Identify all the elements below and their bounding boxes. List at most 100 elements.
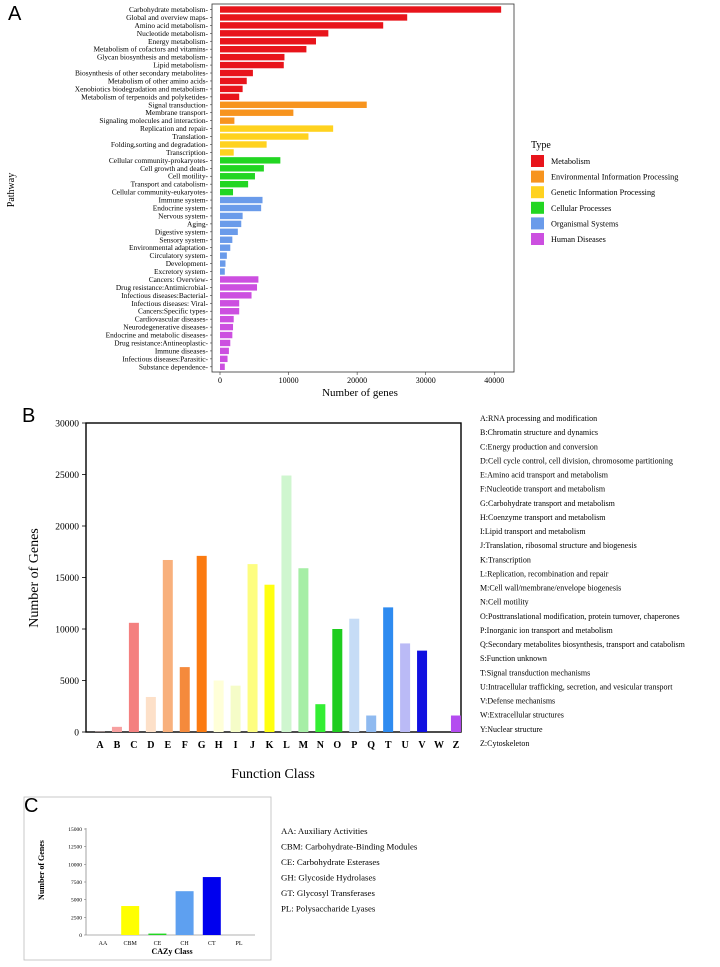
pathway-label: Circulatory system- bbox=[150, 251, 209, 260]
legend-entry: B:Chromatin structure and dynamics bbox=[480, 428, 598, 437]
panel-a-xlabel: Number of genes bbox=[322, 387, 398, 399]
pathway-label: Nucleotide metabolism- bbox=[137, 29, 209, 38]
pathway-bar bbox=[220, 204, 262, 212]
cog-bar bbox=[315, 704, 326, 732]
pathway-bar bbox=[220, 53, 285, 61]
pathway-label: Transport and catabolism- bbox=[131, 180, 209, 189]
panel-a-ylabel: Pathway bbox=[6, 173, 17, 207]
legend-entry: Q:Secondary metabolites biosynthesis, tr… bbox=[480, 640, 686, 649]
pathway-label: Aging- bbox=[187, 219, 208, 228]
legend-entry: AA: Auxiliary Activities bbox=[281, 826, 368, 836]
legend-label: Genetic Information Processing bbox=[551, 188, 655, 197]
x-tick-label: U bbox=[401, 740, 408, 751]
pathway-bar bbox=[220, 212, 243, 220]
pathway-label: Signaling molecules and interaction- bbox=[99, 116, 208, 125]
y-tick-label: 12500 bbox=[68, 845, 82, 851]
cog-bar bbox=[298, 568, 309, 732]
pathway-bar bbox=[220, 38, 316, 45]
pathway-label: Glycan biosynthesis and metabolism- bbox=[97, 53, 209, 62]
x-tick-label: O bbox=[333, 740, 341, 751]
cog-bar bbox=[213, 680, 224, 732]
pathway-label: Cardiovascular diseases- bbox=[135, 315, 209, 324]
pathway-label: Substance dependence- bbox=[139, 362, 209, 371]
x-tick-label: 30000 bbox=[416, 376, 436, 385]
legend-label: Environmental Information Processing bbox=[551, 173, 678, 182]
pathway-bar bbox=[220, 331, 233, 339]
x-tick-label: C bbox=[130, 740, 137, 751]
panel-c: C Number of Genes CAZy Class 0 2500 5000 75… bbox=[23, 795, 418, 961]
panel-c-legend: AA: Auxiliary Activities CBM: Carbohydrat… bbox=[281, 826, 418, 914]
pathway-bar bbox=[220, 61, 284, 69]
panel-a-label: A bbox=[8, 3, 22, 25]
pathway-bar bbox=[220, 220, 242, 228]
legend-swatch bbox=[531, 201, 544, 214]
pathway-label: Energy metabolism- bbox=[148, 37, 209, 46]
pathway-bar bbox=[220, 228, 238, 236]
y-tick-label: 10000 bbox=[68, 862, 82, 868]
pathway-label: Excretory system- bbox=[154, 267, 209, 276]
cazy-bar bbox=[121, 906, 140, 935]
x-tick-label: T bbox=[385, 740, 392, 751]
pathway-label: Lipid metabolism- bbox=[153, 61, 208, 70]
legend-label: Metabolism bbox=[551, 157, 591, 166]
x-tick-label: J bbox=[250, 740, 255, 751]
pathway-bar bbox=[220, 109, 294, 116]
cog-bar bbox=[450, 715, 461, 732]
cog-bar bbox=[145, 696, 156, 732]
x-tick-label: V bbox=[418, 740, 426, 751]
legend-label: Organismal Systems bbox=[551, 219, 618, 228]
cazy-bar bbox=[202, 877, 221, 935]
pathway-bar bbox=[220, 284, 258, 291]
cazy-bar bbox=[148, 933, 167, 935]
legend-entry: I:Lipid transport and metabolism bbox=[480, 527, 586, 536]
x-tick-label: I bbox=[234, 740, 238, 751]
legend-entry: M:Cell wall/membrane/envelope biogenesis bbox=[480, 584, 621, 593]
pathway-bar bbox=[220, 157, 281, 164]
pathway-bar bbox=[220, 339, 231, 347]
legend-swatch bbox=[531, 217, 544, 230]
x-tick-label: 40000 bbox=[484, 376, 504, 385]
panel-b-label: B bbox=[22, 405, 35, 427]
x-tick-label: N bbox=[317, 740, 325, 751]
pathway-bar bbox=[220, 85, 243, 93]
panel-b-ylabel: Number of Genes bbox=[27, 528, 42, 628]
pathway-bar bbox=[220, 300, 240, 307]
legend-swatch bbox=[531, 155, 544, 167]
pathway-bar bbox=[220, 260, 226, 267]
legend-entry: CBM: Carbohydrate-Binding Modules bbox=[281, 842, 418, 852]
y-tick-label: 15000 bbox=[68, 827, 82, 833]
panel-a-bars: Carbohydrate metabolism-Global and overv… bbox=[75, 5, 505, 385]
cog-bar bbox=[383, 607, 394, 732]
legend-entry: G:Carbohydrate transport and metabolism bbox=[480, 499, 616, 508]
y-tick-label: 20000 bbox=[55, 523, 79, 533]
y-tick-label: 10000 bbox=[55, 626, 79, 636]
pathway-label: Cell growth and death- bbox=[140, 164, 208, 173]
pathway-label: Immune system- bbox=[159, 196, 209, 205]
x-tick-label: CH bbox=[180, 941, 189, 947]
pathway-bar bbox=[220, 117, 235, 124]
pathway-label: Sensory system- bbox=[159, 235, 208, 244]
x-tick-label: K bbox=[266, 740, 274, 751]
panel-a-plot-frame bbox=[211, 3, 515, 373]
x-tick-label: AA bbox=[99, 941, 108, 947]
x-tick-label: A bbox=[96, 740, 104, 751]
legend-label: Cellular Processes bbox=[551, 204, 611, 213]
pathway-label: Endocrine and metabolic diseases- bbox=[106, 331, 209, 340]
pathway-label: Folding,sorting and degradation- bbox=[111, 140, 209, 149]
pathway-label: Immune diseases- bbox=[155, 346, 209, 355]
pathway-bar bbox=[220, 315, 234, 323]
pathway-label: Development- bbox=[166, 259, 209, 268]
x-tick-label: P bbox=[351, 740, 357, 751]
legend-entry: N:Cell motility bbox=[480, 598, 529, 607]
pathway-label: Cell motility- bbox=[168, 172, 209, 181]
pathway-label: Environmental adaptation- bbox=[129, 243, 209, 252]
legend-entry: P:Inorganic ion transport and metabolism bbox=[480, 626, 613, 635]
pathway-bar bbox=[220, 77, 247, 85]
panel-c-plot-frame bbox=[23, 796, 272, 961]
cog-bar bbox=[281, 475, 292, 732]
x-tick-label: L bbox=[283, 740, 290, 751]
pathway-label: Infectious diseases:Parasitic- bbox=[122, 354, 208, 363]
cog-bar bbox=[128, 622, 139, 732]
panel-a: A Pathway Number of genes Type Carbohydr… bbox=[6, 3, 678, 399]
